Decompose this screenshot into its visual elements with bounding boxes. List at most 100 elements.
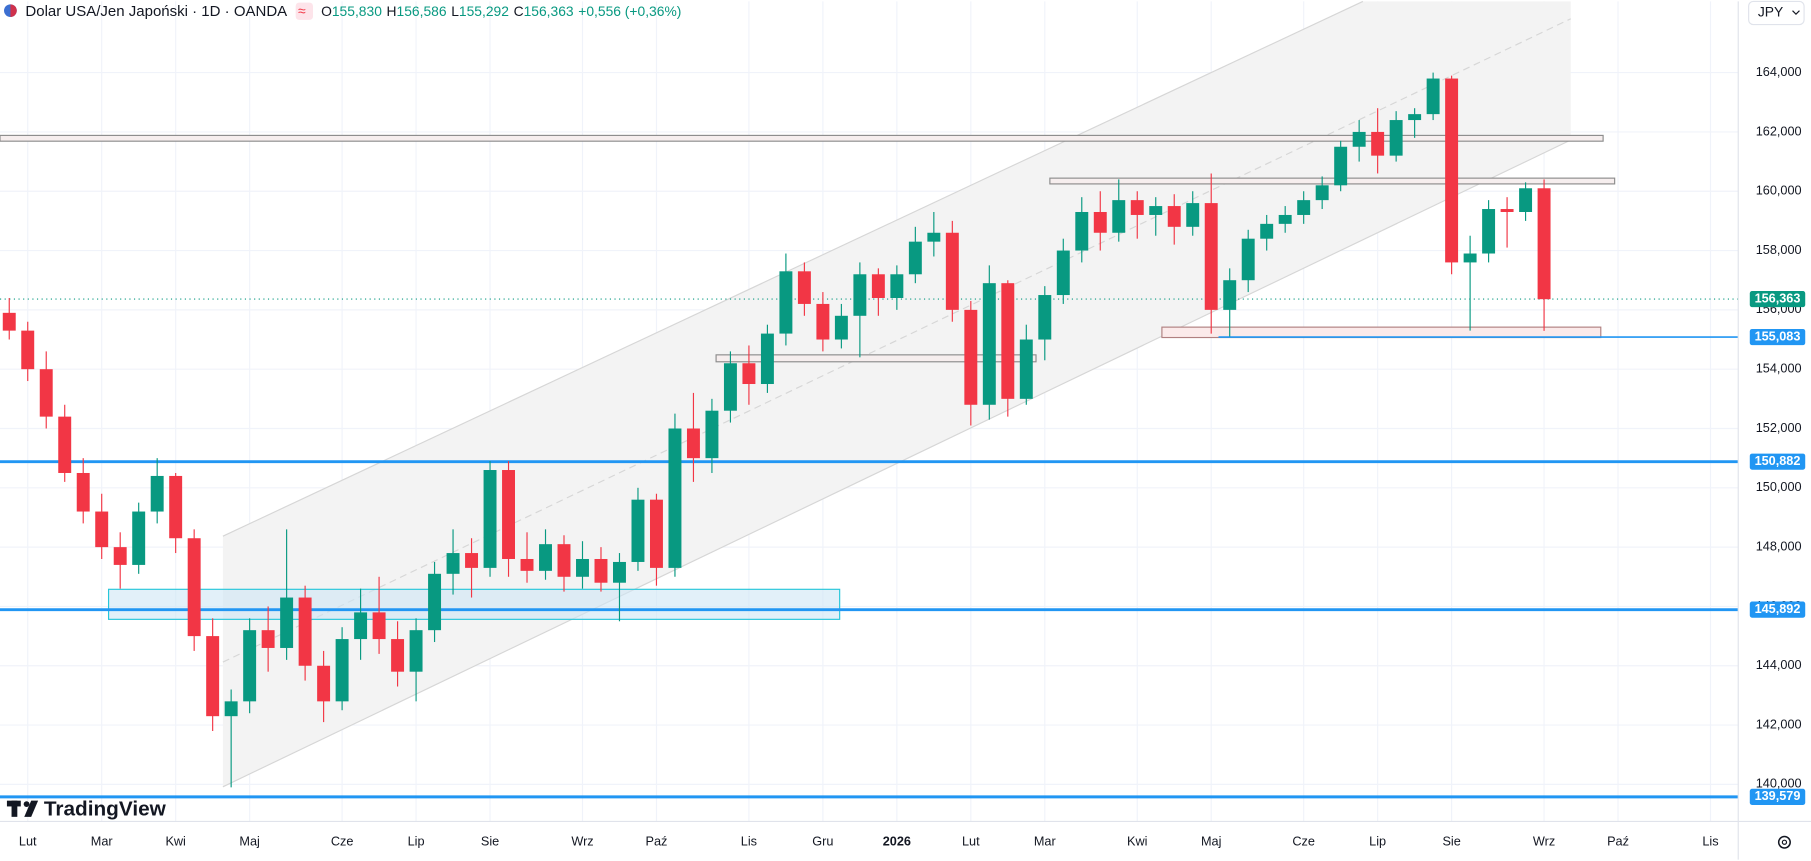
candle-body <box>1445 78 1459 263</box>
currency-button[interactable] <box>1748 0 1805 26</box>
candle-body <box>631 499 645 562</box>
candle-body <box>668 428 682 568</box>
x-tick-label: Maj <box>239 835 259 849</box>
ohlc-value: 156,363 <box>524 2 574 18</box>
y-tick-label: 140,000 <box>1756 777 1802 791</box>
y-tick-label: 162,000 <box>1756 124 1802 138</box>
candle-body <box>1223 280 1237 310</box>
watermark: TradingView <box>44 797 167 820</box>
candle-body <box>21 330 35 370</box>
candle-body <box>335 639 349 702</box>
candle-body <box>927 232 941 242</box>
ohlc-key: L <box>451 2 459 18</box>
candle-body <box>1408 114 1422 121</box>
y-tick-label: 160,000 <box>1756 184 1802 198</box>
dropdown-icon <box>1792 10 1800 15</box>
x-tick-label: Mar <box>91 835 114 849</box>
candle-body <box>76 472 90 512</box>
candle-body <box>1334 146 1348 186</box>
price-label-box <box>1749 601 1806 618</box>
y-tick-label: 150,000 <box>1756 480 1802 494</box>
candle-body <box>483 470 497 568</box>
logo-mark <box>11 800 18 817</box>
candle-body <box>1075 211 1089 251</box>
candle-body <box>613 561 626 583</box>
x-tick-label: Paź <box>1607 835 1629 849</box>
candle-body <box>280 597 294 648</box>
x-tick-label: Lut <box>962 835 980 849</box>
ohlc-legend: O155,830 H156,586 L155,292 C156,363 +0,556 (… <box>321 2 681 18</box>
candle-body <box>945 232 959 310</box>
x-tick-label: Wrz <box>1533 835 1555 849</box>
currency[interactable]: JPY <box>1758 4 1783 20</box>
price-label-box <box>1749 453 1806 470</box>
candle-body <box>742 363 756 385</box>
x-tick-label: Sie <box>481 835 499 849</box>
candle-body <box>797 271 811 304</box>
x-tick-label: Paź <box>646 835 668 849</box>
candle-body <box>539 544 552 571</box>
candle-body <box>1149 206 1163 215</box>
price-label: 145,892 <box>1755 602 1801 616</box>
x-tick-label: Mar <box>1034 835 1057 849</box>
price-label-box <box>1749 291 1806 308</box>
candle-body <box>317 665 331 702</box>
price-label: 155,083 <box>1755 329 1801 343</box>
zone <box>0 134 1604 142</box>
y-tick-label: 148,000 <box>1756 539 1802 553</box>
candle-body <box>1260 223 1274 239</box>
candle-body <box>224 701 238 717</box>
x-tick-label: Cze <box>1292 835 1315 849</box>
zone <box>1049 177 1616 185</box>
x-tick-label: Gru <box>812 835 833 849</box>
candle-body <box>816 303 830 340</box>
candle-body <box>1482 209 1496 254</box>
x-tick-label: Lip <box>408 835 425 849</box>
candle-body <box>1167 206 1181 227</box>
price-label: 150,882 <box>1755 454 1801 468</box>
candle-body <box>502 470 515 559</box>
candle-body <box>187 538 201 637</box>
x-tick-label: Kwi <box>1127 835 1147 849</box>
candle-body <box>1112 200 1126 233</box>
candle-body <box>1278 214 1292 224</box>
candle-body <box>1500 209 1514 212</box>
price-label: 139,579 <box>1755 789 1801 803</box>
candle-body <box>428 573 442 631</box>
candle-body <box>1463 253 1477 263</box>
candle-body <box>594 558 608 583</box>
zone <box>715 354 1037 363</box>
candle-body <box>1371 131 1385 156</box>
channel-bottom <box>222 139 1572 788</box>
candle-body <box>1001 283 1015 399</box>
indicator-icon <box>295 2 313 20</box>
candle-body <box>1519 188 1533 212</box>
candle-body <box>372 612 386 640</box>
axis-labels: 140,000142,000144,000146,000148,000150,0… <box>19 65 1806 849</box>
candle-body <box>298 597 312 666</box>
x-tick-label: 2026 <box>883 835 911 849</box>
candle-body <box>409 630 423 672</box>
candle-body <box>760 333 774 385</box>
y-tick-label: 158,000 <box>1756 243 1802 257</box>
logo-mark <box>24 800 39 817</box>
candle-body <box>58 416 72 473</box>
candle-body <box>1204 203 1218 310</box>
y-tick-label: 144,000 <box>1756 658 1802 672</box>
candle-body <box>465 553 479 568</box>
candle-body <box>557 544 571 577</box>
candle-body <box>243 630 257 702</box>
y-tick-label: 152,000 <box>1756 421 1802 435</box>
candle-body <box>871 274 885 299</box>
price-label-box <box>1749 328 1806 346</box>
candle-body <box>391 639 405 672</box>
settings-icon[interactable] <box>1777 835 1791 849</box>
candle-body <box>964 309 978 405</box>
candle-body <box>834 315 848 340</box>
candle-body <box>853 274 867 316</box>
candle-body <box>150 475 164 512</box>
price-label: 156,363 <box>1755 291 1801 305</box>
candle-body <box>705 410 719 459</box>
candle-body <box>1093 211 1107 233</box>
